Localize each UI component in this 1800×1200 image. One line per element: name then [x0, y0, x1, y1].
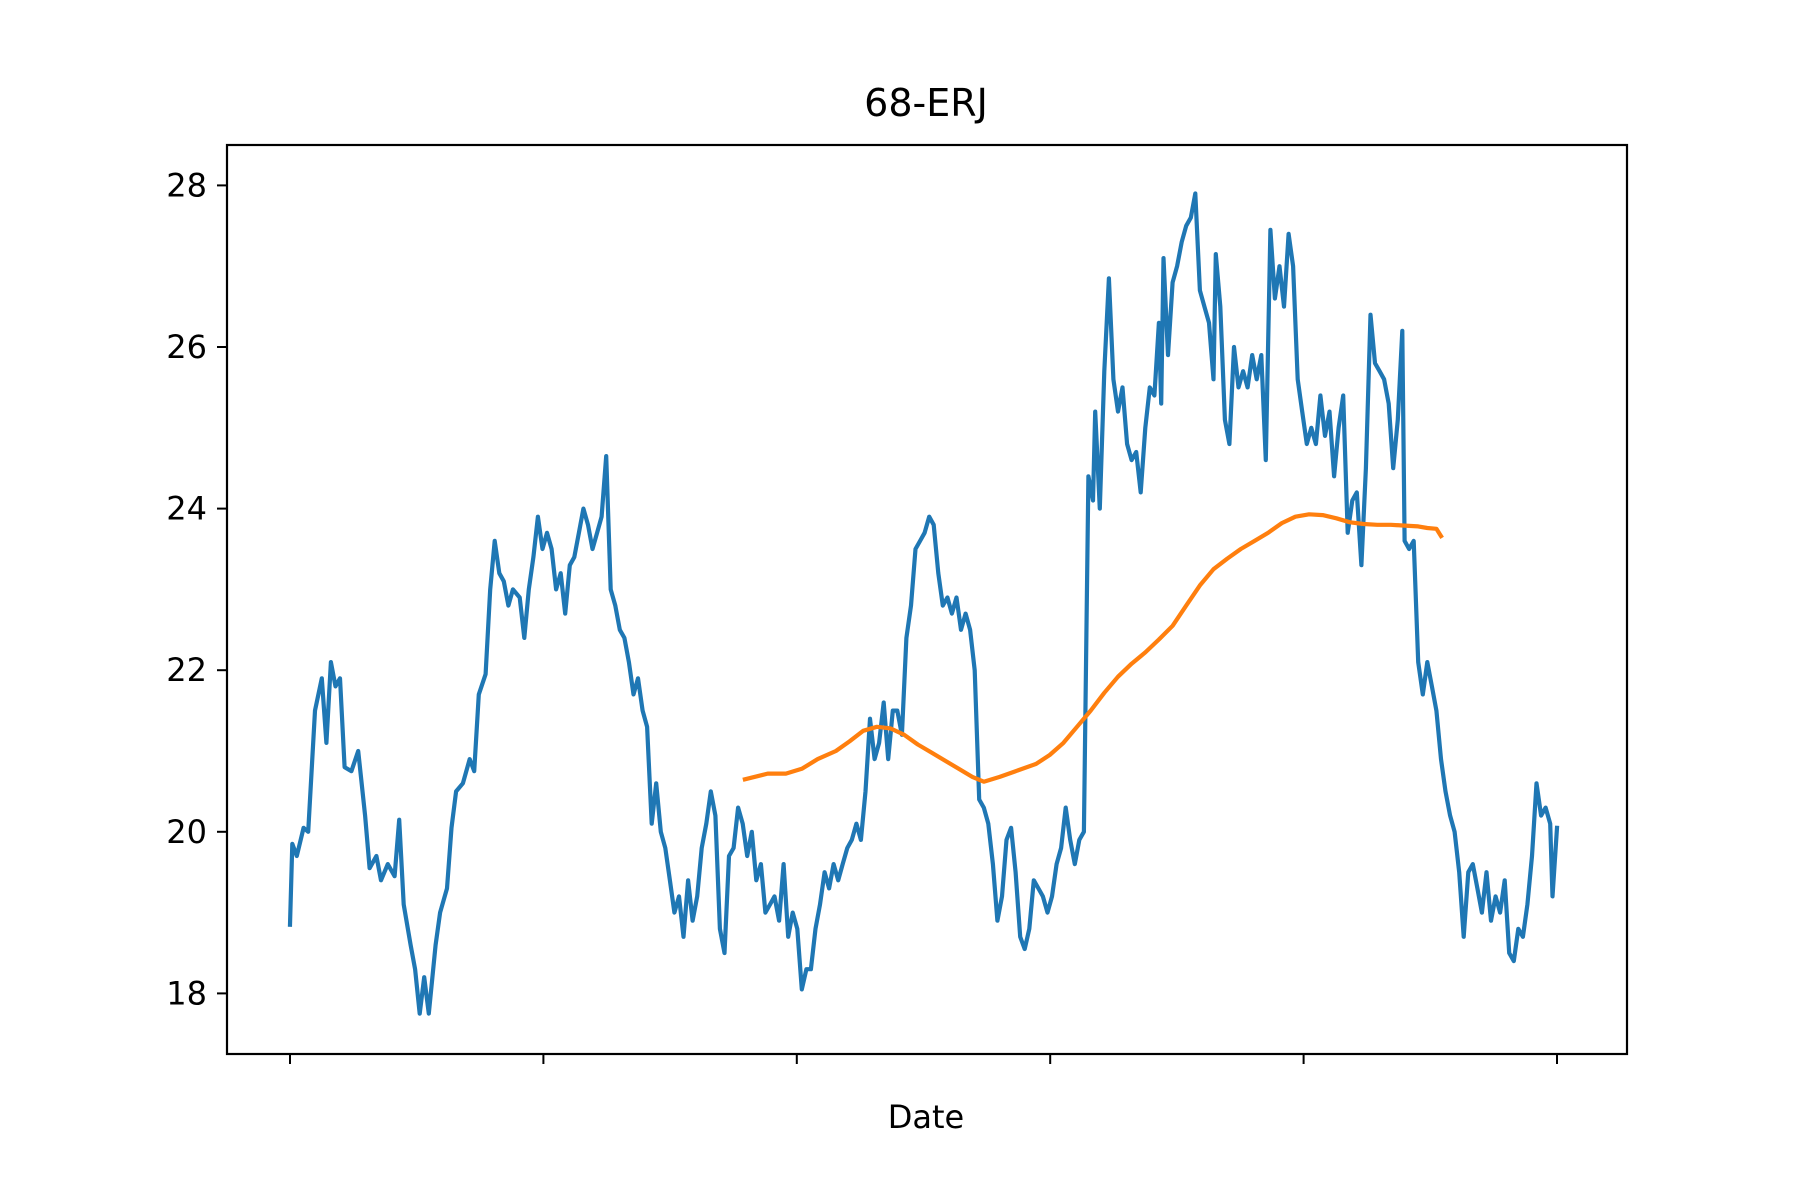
x-axis: [289, 1054, 1558, 1064]
y-tick-label: 24: [166, 490, 207, 528]
y-tick-label: 22: [166, 651, 207, 689]
y-axis: 18 20 22 24 26 28: [166, 166, 227, 1012]
y-tick-label: 28: [166, 166, 207, 204]
y-tick-label: 26: [166, 328, 207, 366]
x-axis-label: Date: [888, 1098, 964, 1136]
chart-title: 68-ERJ: [864, 81, 988, 125]
plot-frame: [225, 143, 1629, 1056]
y-tick-label: 20: [166, 813, 207, 851]
series-layer: [287, 191, 1560, 1016]
series-line-1: [287, 191, 1560, 1016]
series-line-2: [742, 512, 1444, 784]
y-tick-label: 18: [166, 974, 207, 1012]
